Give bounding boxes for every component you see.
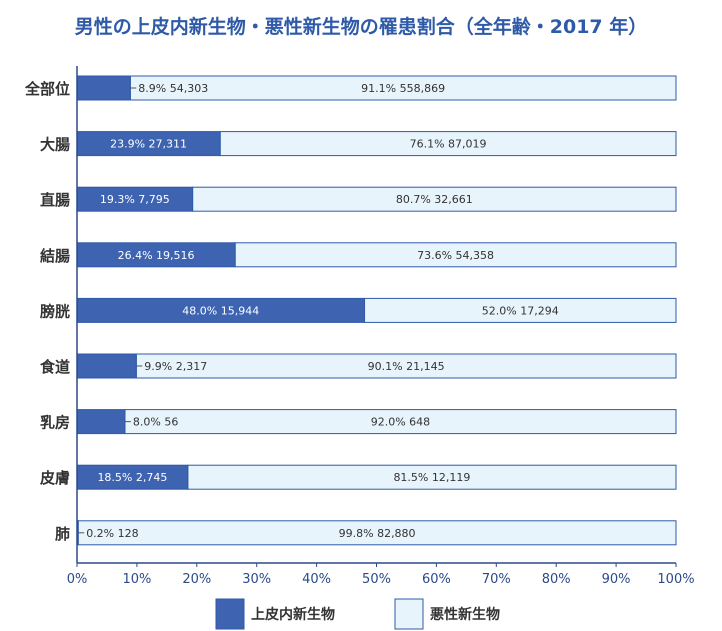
- x-tick-label: 70%: [482, 572, 511, 587]
- data-label-malignant: 91.1% 558,869: [361, 82, 445, 95]
- data-label-malignant: 90.1% 21,145: [368, 360, 445, 373]
- data-label-in-situ: 23.9% 27,311: [110, 138, 187, 151]
- data-label-in-situ: 19.3% 7,795: [100, 193, 170, 206]
- x-axis: 0% 10% 20% 30% 40% 50% 60% 70% 80% 90% 100%: [67, 66, 695, 587]
- bar-segment-malignant: [187, 464, 677, 490]
- data-label-in-situ: 9.9% 2,317: [144, 360, 207, 373]
- data-label-malignant: 73.6% 54,358: [417, 249, 494, 262]
- x-tick-label: 60%: [422, 572, 451, 587]
- bar-segment-malignant: [77, 520, 677, 546]
- bar-segment-malignant: [129, 75, 677, 101]
- bar-segment-in-situ: [76, 353, 137, 379]
- bar-segment-in-situ: [76, 75, 131, 101]
- data-label-malignant: 81.5% 12,119: [393, 471, 470, 484]
- x-tick-label: 90%: [602, 572, 631, 587]
- category-label: 乳房: [40, 414, 70, 432]
- bar-segment-malignant: [124, 409, 677, 435]
- data-label-malignant: 99.8% 82,880: [339, 527, 416, 540]
- chart-title: 男性の上皮内新生物・悪性新生物の罹患割合（全年齢・2017 年）: [75, 15, 648, 38]
- bar-segment-malignant: [192, 186, 677, 212]
- bar-segment-malignant: [135, 353, 677, 379]
- data-label-in-situ: 18.5% 2,745: [97, 471, 167, 484]
- x-tick-label: 50%: [362, 572, 391, 587]
- data-label-in-situ: 48.0% 15,944: [182, 304, 259, 317]
- legend-label-malignant: 悪性新生物: [430, 606, 500, 623]
- bar-segment-malignant: [364, 297, 677, 323]
- data-label-in-situ: 26.4% 19,516: [118, 249, 195, 262]
- legend-swatch-malignant: [394, 598, 424, 630]
- category-label: 大腸: [40, 136, 70, 154]
- data-label-in-situ: 8.0% 56: [133, 416, 178, 429]
- category-label: 膀胱: [40, 302, 70, 320]
- data-label-malignant: 76.1% 87,019: [410, 138, 487, 151]
- category-label: 皮膚: [40, 469, 70, 487]
- category-label: 直腸: [40, 191, 70, 209]
- bar-segment-in-situ: [76, 409, 126, 435]
- data-label-malignant: 92.0% 648: [371, 416, 430, 429]
- category-label: 結腸: [40, 247, 70, 265]
- bars-group: 全部位 8.9% 54,303 91.1% 558,869 大腸 23.9% 27,31…: [24, 75, 677, 546]
- data-label-in-situ: 8.9% 54,303: [138, 82, 208, 95]
- data-label-in-situ: 0.2% 128: [86, 527, 138, 540]
- x-tick-label: 10%: [122, 572, 151, 587]
- bar-segment-in-situ: [76, 131, 221, 157]
- legend-label-in-situ: 上皮内新生物: [251, 606, 335, 623]
- x-tick-label: 0%: [67, 572, 88, 587]
- data-label-malignant: 52.0% 17,294: [482, 304, 559, 317]
- category-label: 全部位: [24, 80, 70, 98]
- x-tick-label: 20%: [182, 572, 211, 587]
- legend-swatch-in-situ: [215, 598, 245, 630]
- x-tick-label: 100%: [657, 572, 694, 587]
- bar-segment-malignant: [234, 242, 677, 268]
- data-label-malignant: 80.7% 32,661: [396, 193, 473, 206]
- bar-segment-malignant: [219, 131, 677, 157]
- x-tick-label: 40%: [302, 572, 331, 587]
- x-tick-label: 30%: [242, 572, 271, 587]
- category-label: 肺: [55, 525, 70, 543]
- x-tick-label: 80%: [542, 572, 571, 587]
- category-label: 食道: [40, 358, 70, 376]
- legend: 上皮内新生物 悪性新生物: [215, 598, 500, 630]
